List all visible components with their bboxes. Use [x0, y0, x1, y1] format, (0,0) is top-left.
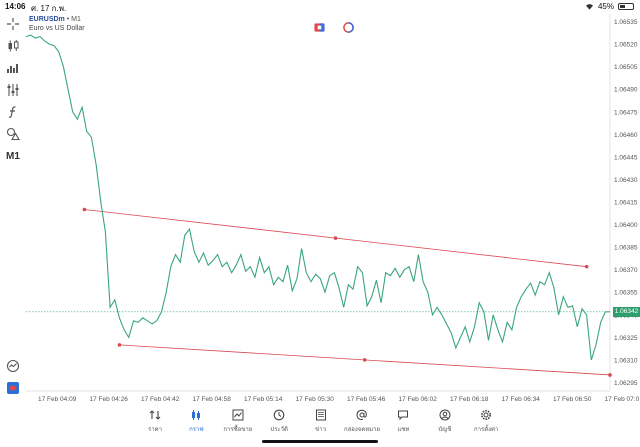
- time-axis-label: 17 Feb 04:26: [90, 396, 129, 403]
- price-axis-label: 1.06520: [614, 42, 638, 49]
- price-axis-label: 1.06325: [614, 335, 638, 342]
- time-axis-label: 17 Feb 06:18: [450, 396, 489, 403]
- nav-item-account[interactable]: บัญชี: [423, 409, 467, 434]
- chart-top-icons: [314, 20, 354, 33]
- nav-item-label: บัญชี: [438, 427, 452, 433]
- price-axis-label: 1.06295: [614, 380, 638, 387]
- price-axis-label: 1.06415: [614, 200, 638, 207]
- trendline-handle: [117, 343, 122, 347]
- price-axis-label: 1.06400: [614, 222, 638, 229]
- market-depth-icon[interactable]: [343, 20, 354, 33]
- chart-icon: [192, 410, 201, 420]
- status-bar: 14:06 ศ. 17 ก.พ. 45%: [0, 0, 640, 13]
- symbol-description: Euro vs US Dollar: [29, 25, 85, 32]
- nav-item-chart[interactable]: กราฟ: [174, 409, 218, 434]
- nav-item-news[interactable]: ข่าว: [299, 409, 343, 434]
- nav-item-history[interactable]: ประวัติ: [257, 409, 301, 434]
- function-icon[interactable]: [5, 104, 21, 120]
- time-axis-label: 17 Feb 04:58: [193, 396, 232, 403]
- quotes-icon: [149, 410, 161, 420]
- price-axis-label: 1.06310: [614, 357, 638, 364]
- price-axis-label: 1.06370: [614, 267, 638, 274]
- logo-icon[interactable]: [5, 380, 21, 396]
- time-axis-label: 17 Feb 04:09: [38, 396, 77, 403]
- trendline-handle: [82, 207, 87, 212]
- price-axis-label: 1.06535: [614, 19, 638, 26]
- battery-percent: 45%: [597, 2, 614, 11]
- one-click-trade-icon[interactable]: [314, 20, 325, 32]
- time-axis-label: 17 Feb 06:34: [502, 396, 541, 403]
- shapes-icon[interactable]: [5, 126, 21, 142]
- crosshair-icon[interactable]: [5, 16, 21, 32]
- price-axis-label: 1.06490: [614, 87, 638, 94]
- account-icon: [439, 409, 451, 421]
- trendline-handle: [584, 264, 589, 269]
- home-indicator: [262, 440, 378, 443]
- symbol-timeframe: M1: [71, 16, 81, 23]
- status-right: 45%: [585, 2, 634, 11]
- time-axis-label: 17 Feb 06:50: [553, 396, 592, 403]
- status-time: 14:06: [5, 2, 26, 11]
- time-axis-label: 17 Feb 05:30: [296, 396, 335, 403]
- time-axis-label: 17 Feb 05:46: [347, 396, 386, 403]
- trendline-handle: [362, 358, 367, 362]
- alerts-icon[interactable]: [5, 358, 21, 374]
- trendlines: [82, 207, 612, 377]
- trendline-handle: [608, 373, 612, 377]
- history-icon: [273, 409, 285, 421]
- price-axis-label: 1.06475: [614, 109, 638, 116]
- nav-item-label: แชท: [397, 427, 410, 433]
- status-date: ศ. 17 ก.พ.: [31, 4, 67, 13]
- price-axis-label: 1.06460: [614, 132, 638, 139]
- nav-item-chat[interactable]: แชท: [381, 409, 425, 434]
- price-axis-label: 1.06385: [614, 245, 638, 252]
- battery-icon: [618, 3, 634, 10]
- nav-item-label: ข่าว: [315, 427, 327, 433]
- mailbox-icon: [356, 409, 367, 421]
- nav-item-label: การตั้งค่า: [473, 427, 499, 433]
- battery-fill: [620, 5, 626, 8]
- nav-item-trade[interactable]: การซื้อขาย: [216, 409, 260, 434]
- nav-item-label: กล่องจดหมาย: [343, 427, 381, 433]
- nav-item-label: ราคา: [148, 427, 162, 433]
- nav-item-label: การซื้อขาย: [223, 427, 253, 433]
- nav-item-label: กราฟ: [189, 427, 204, 433]
- time-axis-label: 17 Feb 04:42: [141, 396, 180, 403]
- trade-icon: [232, 409, 244, 421]
- wifi-icon: [585, 4, 593, 10]
- nav-item-mailbox[interactable]: กล่องจดหมาย: [340, 409, 384, 434]
- price-axis-label: 1.06355: [614, 290, 638, 297]
- trendline-handle: [333, 236, 338, 240]
- price-axis-label: 1.06430: [614, 177, 638, 184]
- price-axis-label: 1.06505: [614, 64, 638, 71]
- symbol-info[interactable]: EURUSDm • M1 Euro vs US Dollar: [29, 16, 85, 32]
- candlestick-icon[interactable]: [5, 38, 21, 54]
- indicators-icon[interactable]: [5, 82, 21, 98]
- settings-icon: [481, 410, 492, 420]
- nav-item-quotes[interactable]: ราคา: [133, 409, 177, 434]
- left-toolbar: M1: [0, 13, 26, 406]
- current-price-tag: 1.06342: [613, 306, 640, 317]
- timeframe-m1-button[interactable]: M1: [6, 150, 20, 162]
- bar-volume-icon[interactable]: [5, 60, 21, 76]
- price-series-line: [25, 34, 610, 361]
- time-axis-label: 17 Feb 06:02: [399, 396, 438, 403]
- nav-item-label: ประวัติ: [270, 427, 288, 433]
- time-axis-label: 17 Feb 07:0: [605, 396, 640, 403]
- nav-item-settings[interactable]: การตั้งค่า: [464, 409, 508, 434]
- time-axis-label: 17 Feb 05:14: [244, 396, 283, 403]
- chat-icon: [398, 410, 409, 421]
- price-axis: 1.06535 1.06520 1.06505 1.06490 1.06475 1.064…: [614, 19, 638, 387]
- price-axis-label: 1.06445: [614, 154, 638, 161]
- symbol-name: EURUSDm: [29, 16, 65, 23]
- news-icon: [315, 409, 326, 421]
- time-axis: 17 Feb 04:09 17 Feb 04:26 17 Feb 04:42 17 F…: [38, 396, 640, 403]
